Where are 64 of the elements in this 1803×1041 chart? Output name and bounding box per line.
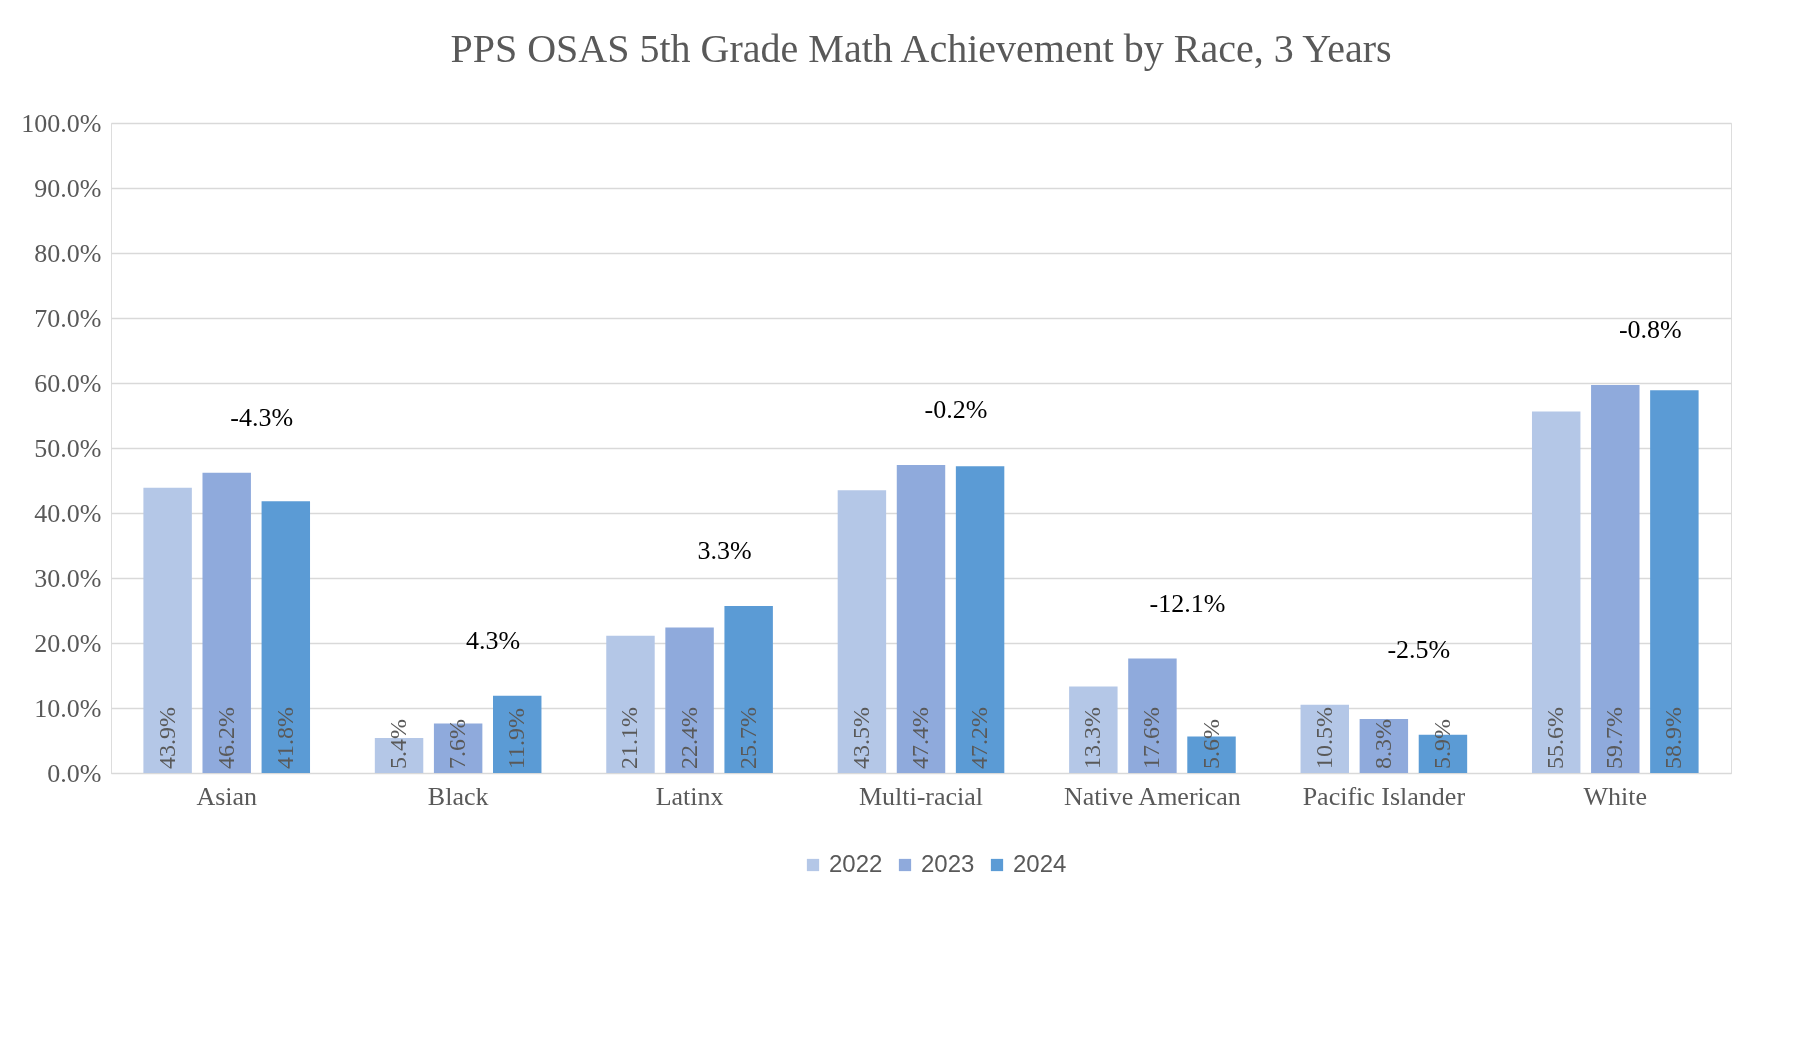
y-tick-label: 70.0%	[34, 303, 102, 333]
y-tick-label: 50.0%	[34, 433, 102, 463]
y-tick-label: 10.0%	[34, 693, 102, 723]
data-label: 5.9%	[1428, 719, 1455, 769]
data-label: 21.1%	[616, 707, 643, 769]
legend-label: 2024	[1013, 850, 1067, 877]
annotation: -0.8%	[1618, 314, 1682, 344]
bar	[837, 490, 887, 773]
data-label: 22.4%	[675, 707, 702, 769]
data-label: 47.4%	[907, 707, 933, 769]
bar	[1531, 411, 1581, 773]
x-tick-label: Pacific Islander	[1302, 781, 1466, 811]
y-tick-label: 40.0%	[34, 498, 102, 528]
annotation: 4.3%	[466, 625, 521, 655]
x-tick-label: Native American	[1063, 781, 1241, 811]
data-label: 10.5%	[1310, 707, 1337, 769]
bar	[896, 464, 946, 773]
y-tick-label: 30.0%	[34, 563, 102, 593]
bar	[665, 627, 714, 773]
legend-label: 2023	[921, 850, 975, 877]
annotation: -4.3%	[230, 402, 294, 432]
annotation: -2.5%	[1387, 634, 1451, 664]
bar	[1650, 390, 1699, 773]
bar	[1069, 686, 1118, 773]
x-tick-label: Black	[427, 781, 489, 811]
bar	[261, 501, 311, 773]
annotation: 3.3%	[697, 535, 752, 565]
data-label: 46.2%	[212, 707, 239, 769]
bar	[1128, 658, 1177, 773]
y-tick-label: 80.0%	[34, 238, 102, 268]
bar	[724, 605, 773, 773]
data-label: 47.2%	[966, 707, 993, 769]
bar	[1591, 384, 1640, 773]
data-label: 13.3%	[1079, 707, 1106, 769]
data-label: 41.8%	[271, 707, 298, 769]
x-tick-label: Multi-racial	[858, 781, 984, 811]
data-label: 8.3%	[1369, 719, 1396, 769]
legend-label: 2022	[829, 850, 883, 877]
x-tick-label: Latinx	[655, 781, 724, 811]
data-label: 43.9%	[153, 707, 180, 769]
x-tick-label: White	[1583, 781, 1648, 811]
bar	[202, 472, 251, 773]
data-label: 43.5%	[847, 707, 874, 769]
data-label: 25.7%	[734, 707, 761, 769]
y-tick-label: 100.0%	[21, 108, 102, 138]
annotation: -0.2%	[924, 394, 988, 424]
data-label: 55.6%	[1542, 707, 1569, 769]
data-label: 11.9%	[503, 707, 530, 769]
annotation: -12.1%	[1149, 588, 1226, 618]
bar	[955, 466, 1005, 773]
data-label: 5.6%	[1197, 719, 1224, 769]
data-label: 59.7%	[1601, 707, 1628, 769]
data-label: 5.4%	[385, 719, 412, 769]
y-tick-label: 90.0%	[34, 173, 102, 203]
data-label: 7.6%	[444, 719, 471, 769]
y-tick-label: 20.0%	[34, 628, 102, 658]
bar	[606, 635, 655, 773]
x-tick-label: Asian	[196, 781, 258, 811]
bar	[143, 487, 192, 773]
y-tick-label: 60.0%	[34, 368, 102, 398]
y-tick-label: 0.0%	[47, 758, 102, 788]
data-label: 58.9%	[1660, 707, 1687, 769]
chart-title: PPS OSAS 5th Grade Math Achievement by Race, 3 Years	[450, 26, 1392, 71]
data-label: 17.6%	[1138, 707, 1165, 769]
